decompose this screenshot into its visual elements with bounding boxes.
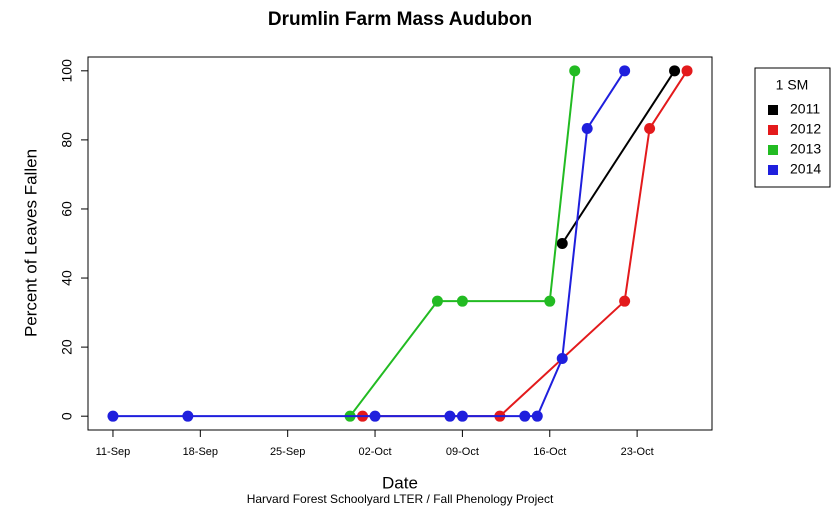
legend-box (754, 67, 831, 188)
series-line (362, 70, 688, 418)
data-point (669, 65, 681, 77)
data-point (531, 410, 543, 422)
data-point (556, 238, 568, 249)
legend-label: 2014 (790, 161, 821, 177)
y-axis-label: Percent of Leaves Fallen (21, 149, 40, 337)
x-tick-label: 02-Oct (359, 446, 392, 458)
caption: Harvard Forest Schoolyard LTER / Fall Ph… (247, 492, 554, 506)
data-point (444, 410, 456, 422)
y-tick-label: 20 (59, 339, 75, 355)
legend-swatch (768, 165, 778, 175)
data-point (619, 295, 631, 307)
x-axis-label: Date (382, 473, 418, 492)
series-line (112, 70, 626, 418)
data-point (182, 410, 194, 422)
y-tick-label: 80 (59, 132, 75, 148)
x-tick-label: 16-Oct (533, 446, 566, 458)
legend-label: 2012 (790, 121, 821, 137)
legend-label: 2013 (790, 141, 821, 157)
y-tick-label: 60 (59, 201, 75, 217)
x-tick-label: 18-Sep (183, 446, 218, 458)
y-tick-label: 100 (59, 59, 75, 83)
data-point (556, 353, 568, 365)
legend-title: 1 SM (776, 77, 809, 93)
legend-swatch (768, 105, 778, 115)
legend-label: 2011 (790, 101, 820, 117)
x-tick-label: 09-Oct (446, 446, 479, 458)
x-tick-label: 23-Oct (621, 446, 654, 458)
chart-title: Drumlin Farm Mass Audubon (268, 9, 532, 30)
data-point (681, 65, 693, 77)
data-point (431, 295, 443, 307)
data-point (569, 65, 581, 77)
x-tick-label: 25-Sep (270, 446, 305, 458)
legend-swatch (768, 145, 778, 155)
legend-swatch (768, 125, 778, 135)
data-point (519, 410, 531, 422)
data-point (456, 295, 468, 307)
data-point (544, 295, 556, 307)
data-point (369, 410, 381, 422)
x-tick-label: 11-Sep (96, 446, 131, 458)
series-line (349, 70, 576, 417)
data-point (456, 410, 468, 422)
plot-frame (87, 56, 713, 431)
y-tick-label: 40 (59, 270, 75, 286)
data-point (619, 65, 631, 77)
y-tick-label: 0 (59, 412, 75, 420)
data-point (581, 122, 593, 134)
series-line (561, 70, 676, 245)
data-point (644, 122, 656, 134)
data-point (107, 410, 119, 422)
